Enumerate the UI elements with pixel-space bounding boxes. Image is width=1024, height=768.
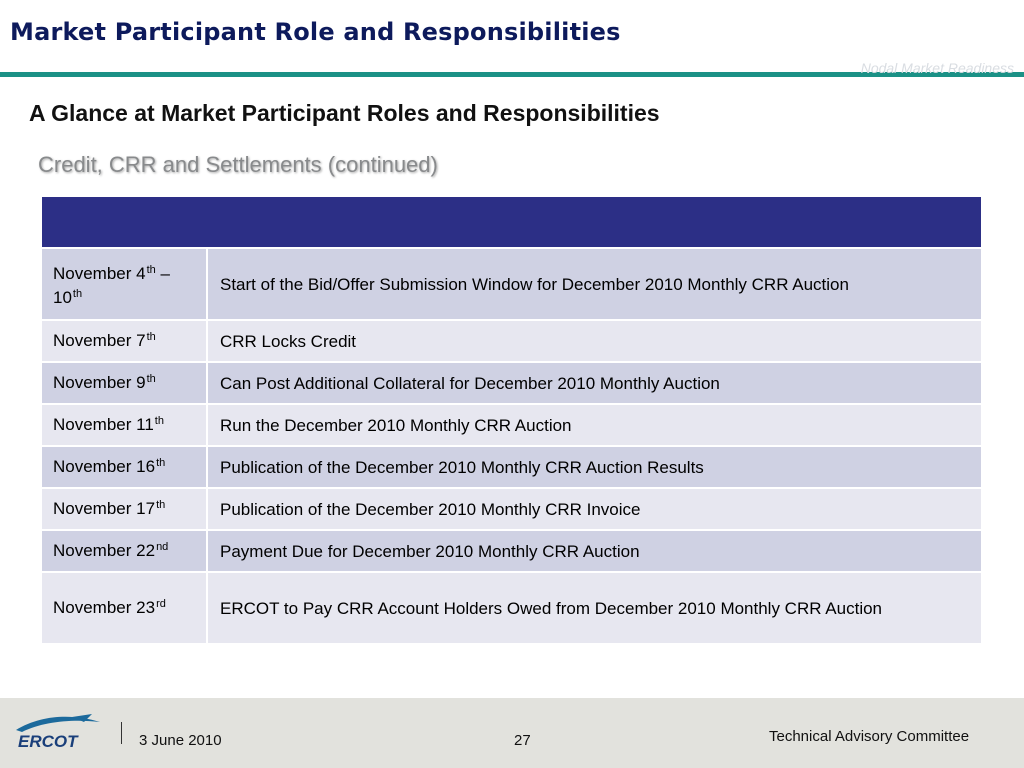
date-text: November 7th: [53, 331, 156, 351]
ercot-logo: ERCOT: [16, 714, 100, 751]
date-cell: November 4th –10th: [42, 249, 208, 319]
date-label: November 4: [53, 264, 146, 283]
header-rule: [0, 72, 1024, 77]
table-row: November 7th CRR Locks Credit: [42, 321, 981, 363]
description-text: Publication of the December 2010 Monthly…: [220, 457, 704, 477]
date-cell: November 9th: [42, 363, 208, 403]
description-text: ERCOT to Pay CRR Account Holders Owed fr…: [220, 598, 883, 618]
date-suffix: rd: [156, 598, 166, 610]
table-row: November 11th Run the December 2010 Month…: [42, 405, 981, 447]
date-suffix: th: [154, 415, 164, 427]
description-cell: Publication of the December 2010 Monthly…: [208, 447, 981, 487]
footer-date: 3 June 2010: [139, 732, 222, 749]
footer-separator: [121, 722, 122, 744]
table-row: November 22nd Payment Due for December 20…: [42, 531, 981, 573]
logo-text: ERCOT: [18, 732, 79, 751]
table-row: November 17th Publication of the December…: [42, 489, 981, 531]
description-text: Start of the Bid/Offer Submission Window…: [220, 274, 849, 294]
table-row: November 16th Publication of the December…: [42, 447, 981, 489]
table-row: November 23rd ERCOT to Pay CRR Account Ho…: [42, 573, 981, 645]
subtitle: A Glance at Market Participant Roles and…: [29, 100, 660, 126]
date-label: November 11: [53, 415, 154, 434]
date-cell: November 17th: [42, 489, 208, 529]
date-text: November 4th –10th: [53, 260, 170, 308]
date-suffix: th: [72, 288, 83, 300]
date-label: November 16: [53, 457, 156, 476]
date-range-dash: –: [155, 264, 170, 283]
table-row: November 4th –10th Start of the Bid/Offer…: [42, 249, 981, 321]
date-cell: November 11th: [42, 405, 208, 445]
header-tag: Nodal Market Readiness: [860, 60, 1014, 76]
date-cell: November 22nd: [42, 531, 208, 571]
date-label: November 17: [53, 499, 156, 518]
description-cell: Payment Due for December 2010 Monthly CR…: [208, 531, 981, 571]
section-heading: Credit, CRR and Settlements (continued): [38, 152, 438, 177]
description-text: Payment Due for December 2010 Monthly CR…: [220, 541, 640, 561]
date-text: November 23rd: [53, 598, 166, 618]
date-cell: November 7th: [42, 321, 208, 361]
date-suffix: th: [156, 457, 166, 469]
table-header: [42, 197, 981, 249]
date-cell: November 23rd: [42, 573, 208, 643]
date-suffix: th: [156, 499, 166, 511]
slide-title: Market Participant Role and Responsibili…: [10, 18, 621, 46]
date-text: November 17th: [53, 499, 165, 519]
date-label: November 23: [53, 598, 156, 617]
date-suffix: th: [146, 264, 156, 276]
date-label: November 9: [53, 373, 146, 392]
footer: ERCOT 3 June 2010 27 Technical Advisory …: [0, 698, 1024, 768]
date-text: November 16th: [53, 457, 165, 477]
date-label: November 7: [53, 331, 146, 350]
description-text: Publication of the December 2010 Monthly…: [220, 499, 641, 519]
description-cell: Can Post Additional Collateral for Decem…: [208, 363, 981, 403]
date-text: November 9th: [53, 373, 156, 393]
description-cell: Start of the Bid/Offer Submission Window…: [208, 249, 981, 319]
date-label: November 22: [53, 541, 156, 560]
footer-committee: Technical Advisory Committee: [769, 728, 970, 745]
description-text: Can Post Additional Collateral for Decem…: [220, 373, 720, 393]
page-number: 27: [514, 732, 531, 749]
date-cell: November 16th: [42, 447, 208, 487]
description-cell: Run the December 2010 Monthly CRR Auctio…: [208, 405, 981, 445]
description-cell: ERCOT to Pay CRR Account Holders Owed fr…: [208, 573, 981, 643]
table-row: November 9th Can Post Additional Collater…: [42, 363, 981, 405]
description-text: CRR Locks Credit: [220, 331, 357, 351]
date-suffix: th: [146, 373, 156, 385]
description-cell: CRR Locks Credit: [208, 321, 981, 361]
date-range-end: 10: [53, 288, 72, 307]
description-cell: Publication of the December 2010 Monthly…: [208, 489, 981, 529]
date-suffix: th: [146, 331, 156, 343]
table-body: November 4th –10th Start of the Bid/Offer…: [42, 249, 981, 645]
date-suffix: nd: [156, 541, 169, 553]
date-text: November 11th: [53, 415, 164, 435]
schedule-table: November 4th –10th Start of the Bid/Offer…: [42, 197, 981, 645]
description-text: Run the December 2010 Monthly CRR Auctio…: [220, 415, 572, 435]
date-text: November 22nd: [53, 541, 168, 561]
